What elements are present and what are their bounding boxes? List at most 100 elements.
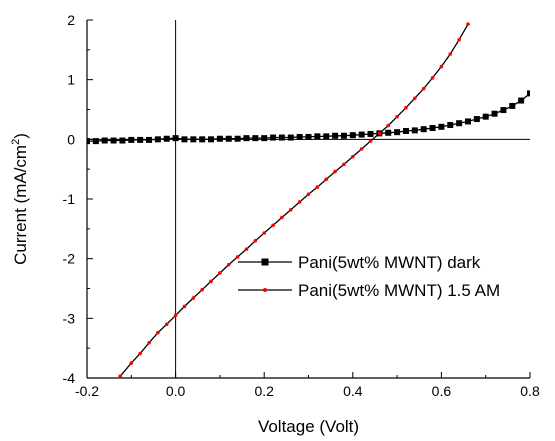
series-light-point	[130, 361, 134, 365]
series-light-point	[236, 255, 240, 259]
series-dark-point	[181, 136, 187, 142]
series-light-point	[118, 374, 122, 378]
series-dark-point	[235, 136, 241, 142]
series-light-point	[316, 185, 320, 189]
x-tick-label: 0.0	[166, 383, 186, 399]
y-tick-label: 1	[67, 72, 75, 88]
series-dark-point	[208, 136, 214, 142]
series-light-point	[200, 288, 204, 292]
y-axis-title: Current (mA/cm2)	[10, 133, 30, 265]
series-light-point	[227, 263, 231, 267]
series-light-point	[262, 231, 266, 235]
series-light-point	[448, 52, 452, 56]
series-light-point	[342, 163, 346, 167]
series-dark-point	[128, 137, 134, 143]
series-light-point	[386, 124, 390, 128]
series-light-point	[165, 323, 169, 327]
series-dark-point	[500, 107, 506, 113]
reference-lines	[87, 20, 530, 378]
series-dark-point	[102, 138, 108, 144]
series-dark-point	[447, 122, 453, 128]
series-dark-point	[341, 133, 347, 139]
series-group	[84, 22, 533, 378]
legend-dark-label: Pani(5wt% MWNT) dark	[298, 253, 481, 272]
series-light-point	[147, 341, 151, 345]
series-dark-point	[314, 133, 320, 139]
series-dark-point	[350, 132, 356, 138]
x-tick-label: -0.2	[75, 383, 99, 399]
series-dark-point	[306, 134, 312, 140]
series-dark-point	[119, 138, 125, 144]
series-dark-point	[93, 138, 99, 144]
x-tick-label: 0.2	[254, 383, 274, 399]
x-axis-title: Voltage (Volt)	[258, 417, 359, 436]
y-tick-label: 2	[67, 12, 75, 28]
series-light-point	[404, 106, 408, 110]
series-dark-point	[111, 138, 117, 144]
series-light-point	[192, 296, 196, 300]
series-light-point	[245, 247, 249, 251]
y-tick-label: -3	[63, 310, 76, 326]
series-dark-point	[509, 103, 515, 109]
series-dark-point	[146, 137, 152, 143]
series-light-point	[413, 96, 417, 100]
series-light-point	[360, 147, 364, 151]
series-dark-point	[474, 116, 480, 122]
tick-labels: -0.2 0.0 0.2 0.4 0.6 0.8 -4 -3 -2 -1 0 1 2	[63, 12, 540, 399]
series-light-point	[271, 223, 275, 227]
y-axis-title-main: Current (mA/cm	[11, 145, 30, 265]
series-dark-point	[84, 138, 90, 144]
series-light-line	[120, 24, 468, 376]
series-light-point	[138, 352, 142, 356]
x-tick-label: 0.8	[520, 383, 540, 399]
series-dark-point	[518, 98, 524, 104]
series-dark-point	[394, 129, 400, 135]
series-dark-point	[438, 124, 444, 130]
x-tick-label: 0.6	[432, 383, 452, 399]
series-light-point	[351, 155, 355, 159]
series-dark-point	[243, 135, 249, 141]
series-dark-point	[279, 135, 285, 141]
series-light-point	[395, 115, 399, 119]
series-dark-point	[323, 133, 329, 139]
legend-light-marker	[263, 288, 267, 292]
legend-dark-marker	[262, 259, 269, 266]
y-axis-title-end: )	[11, 133, 30, 139]
x-tick-label: 0.4	[343, 383, 363, 399]
series-light	[118, 22, 469, 378]
series-dark-point	[155, 136, 161, 142]
series-dark-point	[465, 118, 471, 124]
series-dark-point	[297, 134, 303, 140]
y-tick-label: 0	[67, 131, 75, 147]
series-dark-point	[368, 131, 374, 137]
series-dark-point	[190, 136, 196, 142]
series-dark-point	[173, 135, 179, 141]
series-light-point	[156, 331, 160, 335]
y-tick-label: -1	[63, 191, 76, 207]
series-dark-point	[252, 135, 258, 141]
series-light-point	[298, 200, 302, 204]
series-dark-point	[164, 136, 170, 142]
series-light-point	[218, 271, 222, 275]
series-dark-point	[403, 128, 409, 134]
series-dark-point	[483, 114, 489, 120]
series-light-point	[209, 280, 213, 284]
series-light-point	[431, 76, 435, 80]
series-light-point	[466, 22, 470, 26]
series-dark-point	[385, 130, 391, 136]
series-light-point	[174, 314, 178, 318]
series-light-point	[289, 208, 293, 212]
series-dark-point	[492, 111, 498, 117]
y-tick-label: -4	[63, 370, 76, 386]
series-dark-point	[270, 135, 276, 141]
series-light-point	[369, 139, 373, 143]
series-dark-point	[527, 90, 533, 96]
series-dark-point	[430, 125, 436, 131]
series-dark-point	[261, 135, 267, 141]
axes	[87, 20, 530, 378]
series-dark	[84, 90, 533, 144]
series-light-point	[378, 132, 382, 136]
series-dark-line	[87, 93, 530, 141]
series-light-point	[280, 216, 284, 220]
